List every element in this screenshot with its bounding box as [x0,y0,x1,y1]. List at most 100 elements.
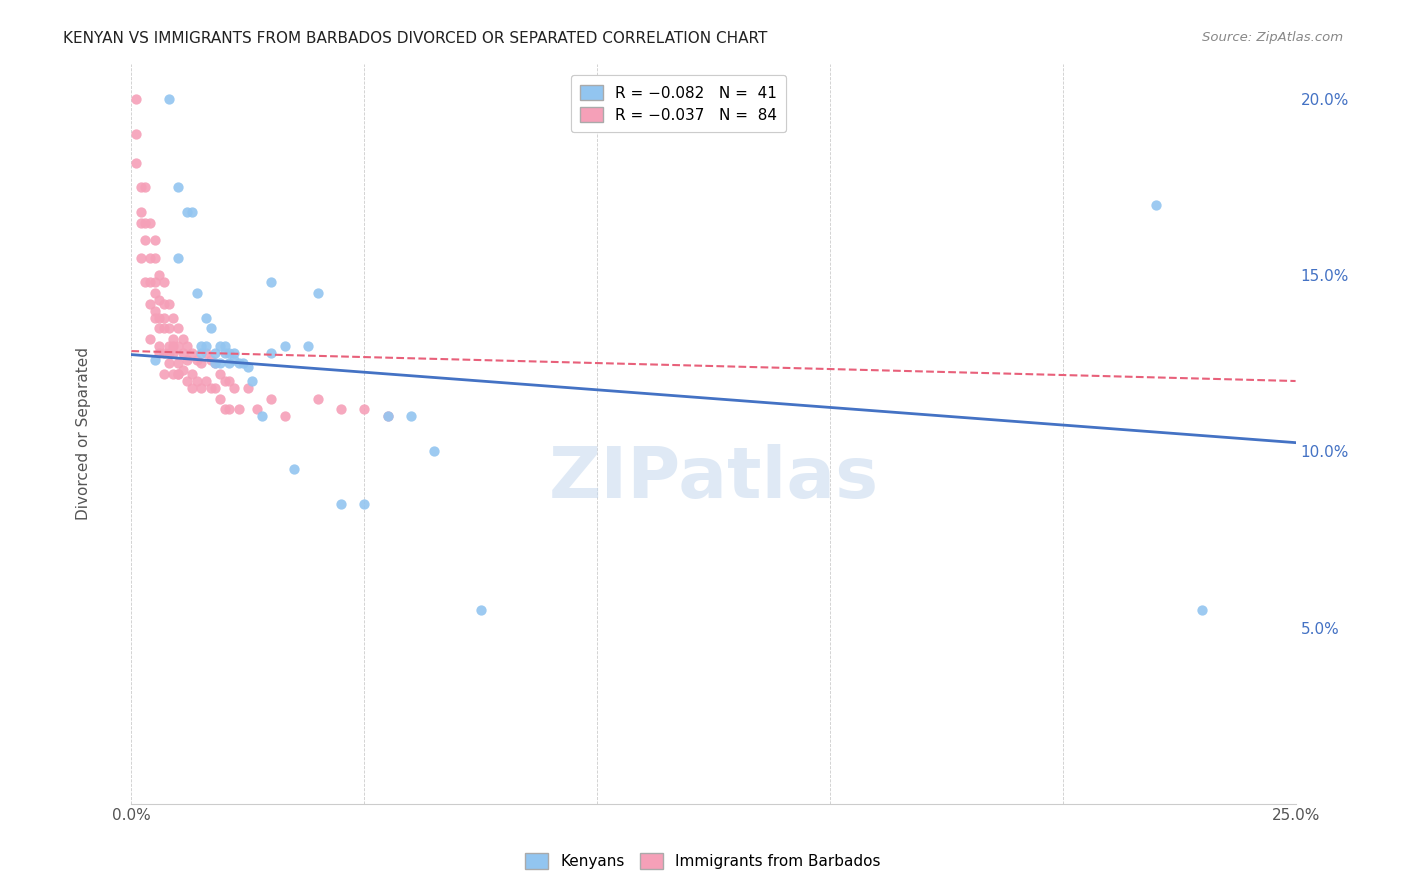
Point [172,332,194,346]
Point [167,180,190,194]
Point [143,251,166,265]
Point [377,409,399,424]
Point [194,339,217,353]
Point [129,180,152,194]
Point [236,381,259,395]
Point [176,352,198,367]
Point [232,356,254,370]
Point [181,346,204,360]
Point [274,409,297,424]
Point [194,346,217,360]
Point [194,310,217,325]
Point [307,285,329,300]
Point [204,381,226,395]
Point [190,346,212,360]
Text: KENYAN VS IMMIGRANTS FROM BARBADOS DIVORCED OR SEPARATED CORRELATION CHART: KENYAN VS IMMIGRANTS FROM BARBADOS DIVOR… [63,31,768,46]
Point [162,339,184,353]
Point [204,346,226,360]
Text: Source: ZipAtlas.com: Source: ZipAtlas.com [1202,31,1343,45]
Point [129,215,152,229]
Point [208,339,231,353]
Point [176,374,198,388]
Point [353,497,375,511]
Y-axis label: Divorced or Separated: Divorced or Separated [76,347,90,520]
Point [172,363,194,377]
Point [200,381,222,395]
Legend: Kenyans, Immigrants from Barbados: Kenyans, Immigrants from Barbados [519,847,887,875]
Point [157,356,180,370]
Point [181,205,204,219]
Point [297,339,319,353]
Point [134,276,156,290]
Point [330,497,353,511]
Point [125,128,148,142]
Point [208,356,231,370]
Point [186,374,208,388]
Point [176,339,198,353]
Point [157,321,180,335]
Point [167,321,190,335]
Point [125,155,148,169]
Point [190,381,212,395]
Point [129,251,152,265]
Point [222,381,245,395]
Point [218,374,240,388]
Point [214,346,236,360]
Point [143,285,166,300]
Point [157,296,180,310]
Point [470,603,492,617]
Point [399,409,422,424]
Point [172,346,194,360]
Point [134,233,156,247]
Point [153,346,176,360]
Point [214,339,236,353]
Point [129,205,152,219]
Point [162,346,184,360]
Point [246,402,269,417]
Point [228,356,250,370]
Point [250,409,273,424]
Point [228,402,250,417]
Point [283,462,305,476]
Point [134,215,156,229]
Point [167,367,190,381]
Point [274,339,297,353]
Point [242,374,264,388]
Point [200,352,222,367]
Point [236,359,259,374]
Point [148,310,170,325]
Point [176,205,198,219]
Point [377,409,399,424]
Point [186,352,208,367]
Point [181,367,204,381]
Point [181,381,204,395]
Point [260,276,283,290]
Point [214,402,236,417]
Point [139,296,162,310]
Point [143,352,166,367]
Point [139,332,162,346]
Point [167,339,190,353]
Point [208,367,231,381]
Point [353,402,375,417]
Point [1144,198,1167,212]
Point [190,356,212,370]
Point [186,285,208,300]
Point [153,367,176,381]
Point [330,402,353,417]
Point [153,296,176,310]
Point [190,339,212,353]
Point [157,346,180,360]
Point [153,310,176,325]
Point [167,356,190,370]
Point [167,367,190,381]
Point [222,352,245,367]
Point [260,392,283,406]
Point [148,321,170,335]
Point [307,392,329,406]
Point [204,356,226,370]
Point [208,392,231,406]
Point [148,346,170,360]
Point [423,444,446,458]
Point [134,180,156,194]
